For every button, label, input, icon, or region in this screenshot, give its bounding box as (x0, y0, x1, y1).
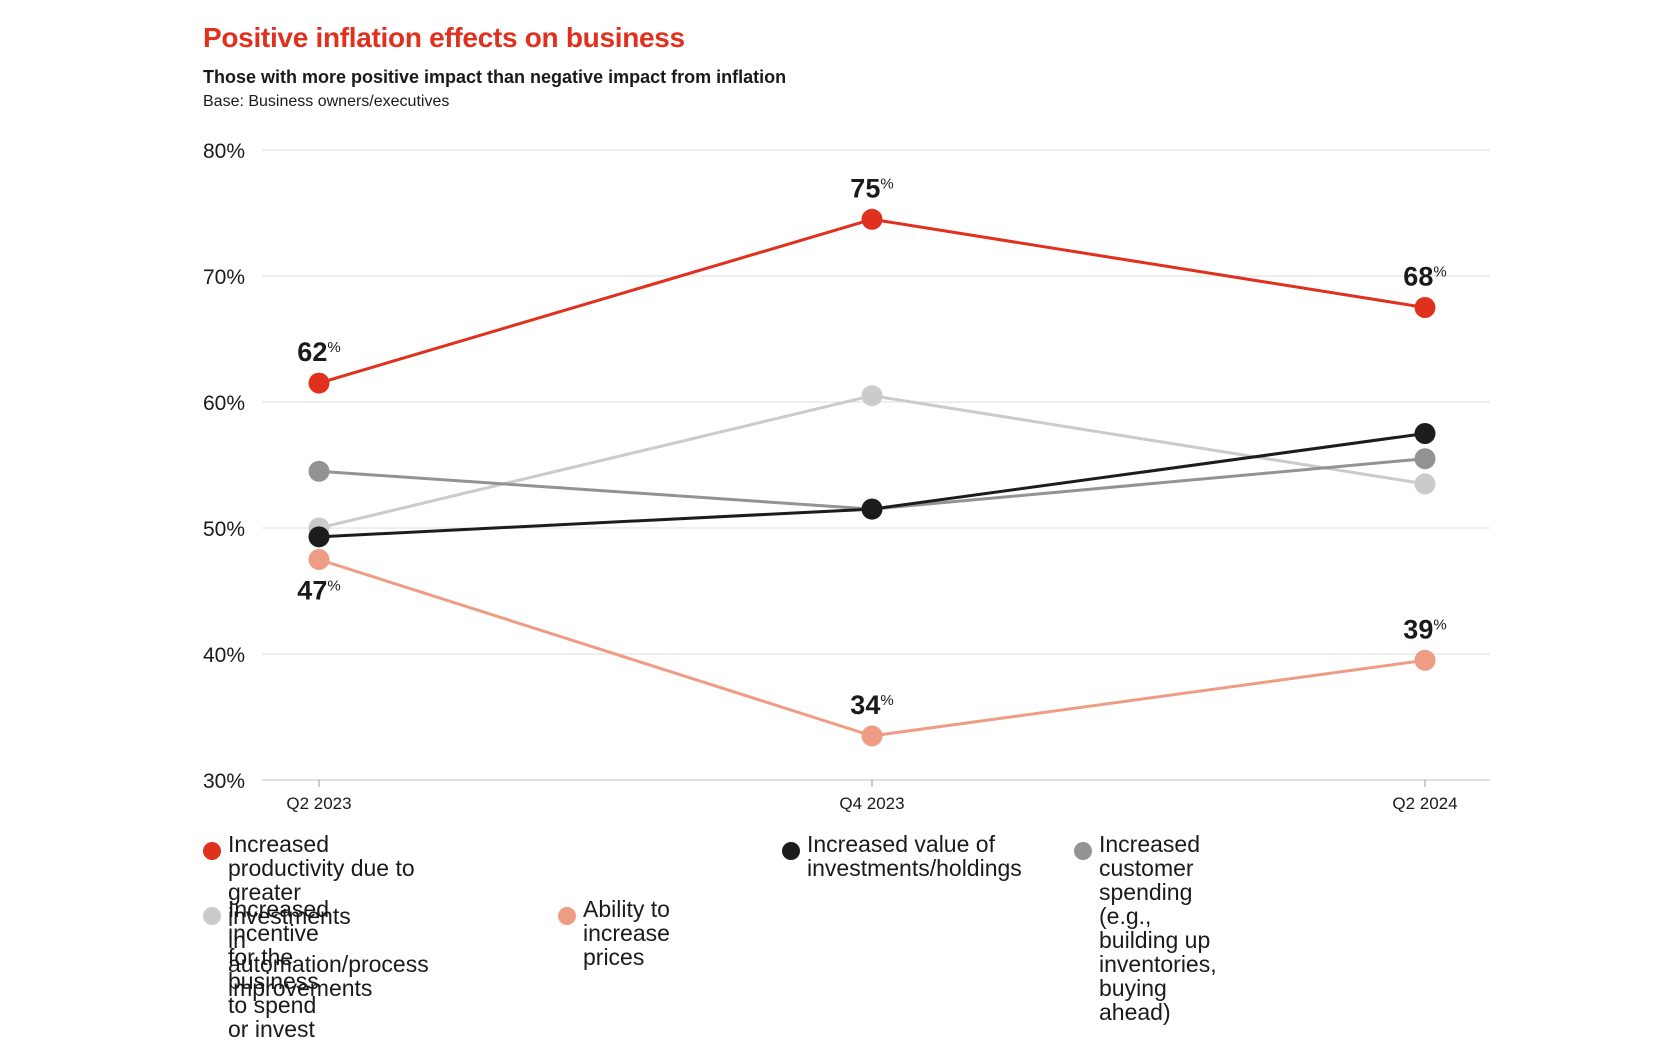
x-tick-label: Q2 2024 (1392, 794, 1457, 813)
data-labels: 62% 75% 68% 47% 34% 39% (297, 173, 1446, 720)
y-tick-label: 50% (203, 518, 245, 541)
legend-label: Increased customer spending (e.g., build… (1099, 831, 1217, 1025)
data-point-incentive-to-spend (1414, 473, 1436, 495)
data-point-productivity (861, 208, 883, 230)
data-point-increase-prices (861, 725, 883, 747)
data-point-customer-spending (308, 460, 330, 482)
series-lines (318, 217, 1426, 738)
y-tick-label: 60% (203, 392, 245, 415)
data-point-customer-spending (1414, 448, 1436, 470)
series-line-productivity (318, 217, 1426, 385)
line-chart: 30% 40% 50% 60% 70% 80% Q2 2023 Q4 2023 Q2 2024… (203, 140, 1490, 813)
legend-marker (203, 907, 221, 925)
data-label-increase-prices: 39% (1403, 614, 1446, 644)
data-point-increase-prices (308, 549, 330, 570)
data-label-productivity: 68% (1403, 262, 1446, 292)
legend-marker (782, 842, 800, 860)
data-point-investment-value (861, 498, 883, 520)
data-point-incentive-to-spend (861, 385, 883, 407)
data-label-increase-prices: 34% (850, 690, 893, 720)
x-axis-ticks: Q2 2023 Q4 2023 Q2 2024 (286, 780, 1458, 813)
legend-marker (1074, 842, 1092, 860)
legend-item-investment-value: Increased value of investments/holdings (782, 832, 1022, 880)
legend-item-customer-spending: Increased customer spending (e.g., build… (1074, 832, 1217, 1024)
data-label-productivity: 75% (850, 173, 893, 203)
y-tick-label: 30% (203, 770, 245, 793)
chart-title: Positive inflation effects on business (203, 22, 685, 53)
legend-marker (558, 907, 576, 925)
legend-item-incentive-to-spend: Increased incentive for the business to … (203, 897, 329, 1041)
x-tick-label: Q2 2023 (286, 794, 351, 813)
legend-label: Ability to increase prices (583, 896, 670, 970)
data-point-productivity (308, 372, 330, 394)
y-axis-ticks: 30% 40% 50% 60% 70% 80% (203, 140, 245, 793)
x-tick-label: Q4 2023 (839, 794, 904, 813)
y-tick-label: 80% (203, 140, 245, 163)
data-label-productivity: 62% (297, 337, 340, 367)
chart-base-note: Base: Business owners/executives (203, 93, 450, 110)
data-point-increase-prices (1414, 649, 1436, 671)
legend-label: Increased value of investments/holdings (807, 831, 1022, 881)
legend-item-increase-prices: Ability to increase prices (558, 897, 670, 969)
legend-label: Increased incentive for the business to … (228, 896, 330, 1042)
legend-marker (203, 842, 221, 860)
chart-subtitle: Those with more positive impact than neg… (203, 67, 787, 87)
series-line-investment-value (318, 432, 1426, 539)
y-tick-label: 40% (203, 644, 245, 667)
y-tick-label: 70% (203, 266, 245, 289)
data-label-increase-prices: 47% (297, 576, 340, 606)
data-point-investment-value (308, 526, 330, 548)
data-point-investment-value (1414, 423, 1436, 444)
data-point-productivity (1414, 297, 1436, 318)
series-points (308, 208, 1436, 747)
